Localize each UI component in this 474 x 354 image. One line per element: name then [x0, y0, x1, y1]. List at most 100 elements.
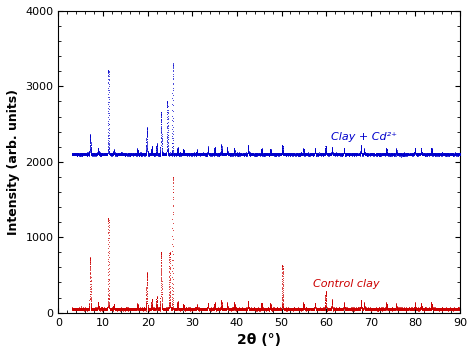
- Point: [442, 306, 450, 312]
- Point: [245, 152, 253, 157]
- Point: [311, 303, 319, 309]
- Point: [230, 307, 237, 312]
- Point: [215, 307, 222, 313]
- Point: [438, 151, 446, 156]
- Point: [222, 307, 229, 312]
- Point: [450, 307, 457, 313]
- Point: [193, 303, 201, 309]
- Point: [270, 306, 277, 311]
- Point: [316, 306, 324, 312]
- Point: [436, 152, 443, 157]
- Point: [324, 151, 331, 156]
- Point: [140, 151, 147, 157]
- Point: [305, 152, 313, 158]
- Point: [203, 307, 211, 312]
- Point: [110, 150, 118, 156]
- Point: [346, 151, 354, 156]
- Point: [104, 146, 111, 152]
- Point: [443, 305, 451, 310]
- Point: [366, 151, 374, 157]
- Point: [352, 151, 359, 157]
- Point: [135, 152, 142, 157]
- Point: [71, 305, 79, 311]
- Point: [128, 306, 136, 311]
- Point: [182, 150, 190, 156]
- Point: [192, 152, 200, 157]
- Point: [229, 307, 237, 313]
- Point: [437, 150, 445, 156]
- Point: [122, 152, 130, 157]
- Point: [190, 307, 197, 312]
- Point: [251, 151, 259, 157]
- Point: [345, 150, 352, 156]
- Point: [332, 306, 339, 312]
- Point: [232, 305, 239, 311]
- Point: [392, 301, 400, 307]
- Point: [113, 152, 120, 158]
- Point: [423, 151, 431, 157]
- Point: [420, 308, 428, 313]
- Point: [149, 152, 156, 158]
- Point: [277, 152, 284, 158]
- Point: [111, 305, 118, 310]
- Point: [274, 307, 282, 312]
- Point: [387, 152, 394, 158]
- Point: [378, 151, 385, 156]
- Point: [107, 152, 115, 158]
- Point: [246, 306, 254, 312]
- Point: [308, 307, 315, 313]
- Point: [440, 305, 448, 311]
- Point: [242, 152, 249, 158]
- Point: [91, 151, 99, 156]
- Point: [205, 150, 212, 156]
- Point: [106, 152, 113, 157]
- Point: [81, 306, 88, 312]
- Point: [107, 152, 114, 158]
- Point: [424, 152, 432, 158]
- Point: [68, 306, 76, 312]
- Point: [133, 306, 140, 312]
- Point: [117, 152, 124, 157]
- Point: [73, 151, 81, 157]
- Point: [194, 152, 201, 158]
- Point: [255, 152, 263, 158]
- Point: [342, 307, 350, 312]
- Point: [206, 305, 214, 311]
- Point: [385, 152, 393, 158]
- Point: [78, 152, 86, 157]
- Point: [325, 306, 332, 312]
- Point: [237, 307, 245, 312]
- Point: [87, 285, 94, 291]
- Point: [301, 306, 308, 311]
- Point: [336, 307, 344, 313]
- Point: [454, 306, 461, 312]
- Point: [375, 152, 383, 158]
- Point: [211, 145, 219, 151]
- Point: [390, 305, 398, 310]
- Point: [413, 306, 421, 311]
- Point: [121, 307, 128, 312]
- Point: [118, 306, 125, 312]
- Point: [350, 306, 357, 312]
- Point: [374, 307, 381, 313]
- Point: [353, 306, 361, 311]
- Point: [440, 306, 447, 311]
- Point: [82, 152, 90, 158]
- Point: [397, 306, 404, 312]
- Point: [284, 151, 292, 156]
- Point: [269, 306, 276, 312]
- Point: [85, 306, 92, 312]
- Point: [339, 305, 346, 310]
- Point: [123, 307, 131, 313]
- Point: [137, 151, 145, 157]
- Point: [310, 306, 318, 312]
- Point: [262, 151, 269, 157]
- Point: [322, 143, 329, 149]
- Point: [100, 150, 108, 156]
- Point: [307, 306, 315, 312]
- Point: [221, 307, 229, 312]
- Point: [74, 306, 82, 312]
- Point: [319, 307, 327, 312]
- Point: [204, 148, 212, 154]
- Point: [404, 306, 412, 312]
